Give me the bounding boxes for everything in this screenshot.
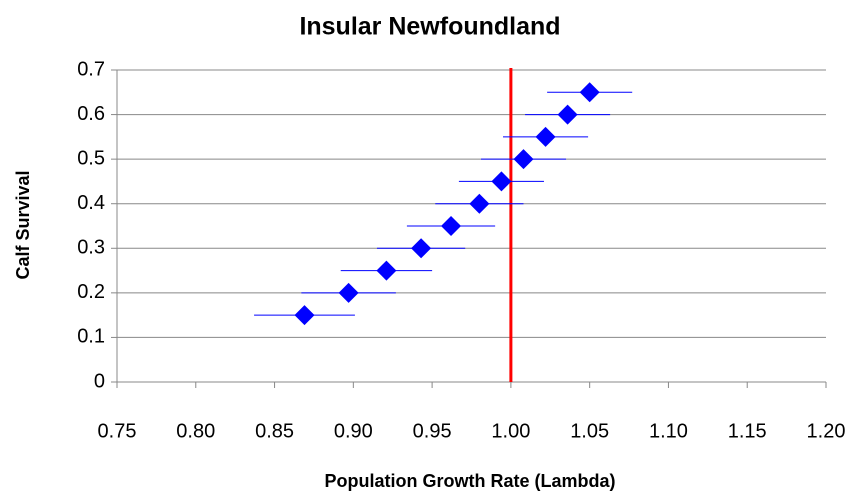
- y-tick-label: 0.3: [77, 237, 105, 259]
- y-tick-label: 0.4: [77, 192, 105, 214]
- x-tick-label: 0.95: [413, 420, 452, 442]
- y-tick-label: 0.1: [77, 326, 105, 348]
- y-tick-label: 0.2: [77, 281, 105, 303]
- y-tick-label: 0: [94, 370, 105, 392]
- point: [579, 82, 600, 103]
- point: [557, 104, 578, 125]
- x-tick-label: 1.00: [491, 420, 530, 442]
- point: [441, 216, 462, 236]
- point: [338, 282, 359, 303]
- x-tick-label: 0.80: [176, 420, 215, 442]
- point: [376, 260, 397, 281]
- x-tick-label: 0.85: [255, 420, 294, 442]
- point: [513, 149, 534, 170]
- x-tick-label: 1.20: [807, 420, 846, 442]
- y-tick-label: 0.6: [77, 103, 105, 125]
- point: [535, 126, 556, 147]
- point: [411, 238, 432, 259]
- chart-title: Insular Newfoundland: [299, 13, 560, 41]
- point: [491, 171, 512, 192]
- x-tick-label: 0.90: [334, 420, 373, 442]
- x-tick-label: 1.15: [728, 420, 767, 442]
- x-tick-label: 0.75: [98, 420, 137, 442]
- x-axis-title: Population Growth Rate (Lambda): [325, 471, 616, 491]
- point: [294, 305, 315, 326]
- y-tick-label: 0.5: [77, 147, 105, 169]
- x-tick-label: 1.10: [649, 420, 688, 442]
- point: [469, 193, 490, 214]
- y-tick-label: 0.7: [77, 58, 105, 80]
- y-axis-title: Calf Survival: [13, 170, 33, 279]
- x-tick-label: 1.05: [570, 420, 609, 442]
